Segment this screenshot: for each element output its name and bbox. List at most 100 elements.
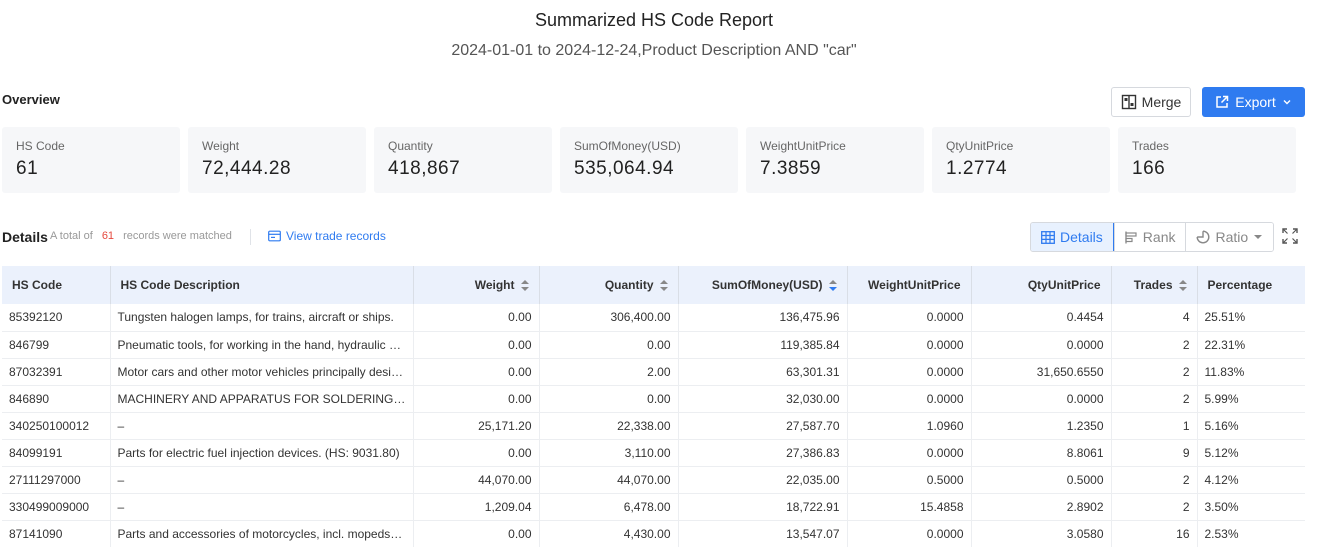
card-value: 1.2774	[946, 158, 1008, 179]
cell-hs-code: 87032391	[2, 358, 111, 386]
cell-weight-unit-price: 0.0000	[847, 520, 972, 547]
merge-icon	[1121, 94, 1136, 110]
ratio-view-label: Ratio	[1215, 229, 1249, 245]
card-weight: Weight 72,444.28	[188, 127, 366, 193]
cell-description: Parts for electric fuel injection device…	[110, 439, 414, 467]
cell-weight-unit-price: 0.0000	[847, 304, 972, 332]
col-header-qty-unit-price: QtyUnitPrice	[971, 266, 1112, 304]
cell-description: Parts and accessories of motorcycles, in…	[110, 520, 414, 547]
cell-weight: 0.00	[413, 358, 540, 386]
sort-icon[interactable]	[520, 279, 529, 292]
total-prefix: A total of	[50, 230, 93, 242]
cell-weight: 0.00	[413, 304, 540, 332]
cell-hs-code: 340250100012	[2, 412, 111, 440]
rank-view-button[interactable]: Rank	[1113, 223, 1186, 251]
cell-quantity: 306,400.00	[539, 304, 679, 332]
cell-trades: 2	[1111, 385, 1198, 413]
col-header-weight[interactable]: Weight	[413, 266, 540, 304]
table-row[interactable]: 330499009000–1,209.04 6,478.00 18,722.91 15…	[2, 493, 1305, 521]
cell-description: –	[110, 466, 414, 494]
card-label: HS Code	[16, 139, 65, 153]
cell-weight-unit-price: 15.4858	[847, 493, 972, 521]
table-row[interactable]: 85392120 Tungsten halogen lamps, for trai…	[2, 304, 1305, 332]
cell-weight-unit-price: 0.0000	[847, 331, 972, 359]
cell-hs-code: 85392120	[2, 304, 111, 332]
view-trade-records-link[interactable]: View trade records	[268, 229, 386, 243]
col-header-trades[interactable]: Trades	[1111, 266, 1198, 304]
sort-icon[interactable]	[1178, 279, 1187, 292]
rank-view-label: Rank	[1142, 229, 1176, 245]
card-value: 418,867	[388, 158, 461, 179]
sort-icon[interactable]	[659, 279, 668, 292]
cell-qty-unit-price: 0.0000	[971, 385, 1112, 413]
report-title: Summarized HS Code Report	[534, 10, 774, 30]
cell-trades: 9	[1111, 439, 1198, 467]
col-header-quantity[interactable]: Quantity	[539, 266, 679, 304]
cell-percentage: 25.51%	[1197, 304, 1305, 332]
merge-button[interactable]: Merge	[1111, 87, 1191, 117]
table-row[interactable]: 27111297000–44,070.00 44,070.00 22,035.00 0…	[2, 466, 1305, 494]
overview-cards: HS Code 61 Weight 72,444.28 Quantity 418…	[2, 127, 1296, 193]
col-header-percentage: Percentage	[1197, 266, 1305, 304]
fullscreen-icon[interactable]	[1282, 228, 1298, 244]
cell-weight-unit-price: 0.5000	[847, 466, 972, 494]
export-label: Export	[1235, 94, 1276, 110]
table-row[interactable]: 87032391 Motor cars and other motor vehic…	[2, 358, 1305, 386]
sort-desc-icon[interactable]	[828, 279, 837, 292]
export-icon	[1216, 95, 1229, 108]
card-label: WeightUnitPrice	[760, 139, 846, 153]
table-header-row: HS Code HS Code Description Weight Quant…	[2, 266, 1305, 304]
cell-quantity: 44,070.00	[539, 466, 679, 494]
table-row[interactable]: 846890 MACHINERY AND APPARATUS FOR SOLDER…	[2, 385, 1305, 413]
cell-qty-unit-price: 8.8061	[971, 439, 1112, 467]
table-row[interactable]: 340250100012–25,171.20 22,338.00 27,587.70…	[2, 412, 1305, 440]
cell-quantity: 22,338.00	[539, 412, 679, 440]
card-trades: Trades 166	[1118, 127, 1296, 193]
cell-description: Motor cars and other motor vehicles prin…	[110, 358, 414, 386]
table-row[interactable]: 87141090 Parts and accessories of motorcy…	[2, 520, 1305, 547]
card-label: Quantity	[388, 139, 433, 153]
card-label: Weight	[202, 139, 240, 153]
cell-qty-unit-price: 0.0000	[971, 331, 1112, 359]
col-header-label: Trades	[1133, 278, 1173, 292]
export-button[interactable]: Export	[1202, 87, 1305, 117]
cell-weight-unit-price: 0.0000	[847, 439, 972, 467]
ratio-view-button[interactable]: Ratio	[1185, 223, 1274, 251]
records-matched-text: A total of 61 records were matched	[50, 230, 232, 242]
card-value: 166	[1132, 158, 1166, 179]
cell-weight: 0.00	[413, 439, 540, 467]
cell-sum-of-money: 13,547.07	[678, 520, 848, 547]
card-weight-unit-price: WeightUnitPrice 7.3859	[746, 127, 924, 193]
cell-weight: 25,171.20	[413, 412, 540, 440]
cell-percentage: 2.53%	[1197, 520, 1305, 547]
cell-sum-of-money: 63,301.31	[678, 358, 848, 386]
table-row[interactable]: 84099191 Parts for electric fuel injectio…	[2, 439, 1305, 467]
cell-trades: 2	[1111, 358, 1198, 386]
cell-description: Pneumatic tools, for working in the hand…	[110, 331, 414, 359]
cell-qty-unit-price: 1.2350	[971, 412, 1112, 440]
card-qty-unit-price: QtyUnitPrice 1.2774	[932, 127, 1110, 193]
cell-qty-unit-price: 0.4454	[971, 304, 1112, 332]
view-link-label: View trade records	[286, 229, 386, 243]
cell-trades: 1	[1111, 412, 1198, 440]
cell-description: Tungsten halogen lamps, for trains, airc…	[110, 304, 414, 332]
rank-icon	[1125, 231, 1137, 243]
cell-hs-code: 846799	[2, 331, 111, 359]
card-value: 7.3859	[760, 158, 822, 179]
chevron-down-icon	[1283, 100, 1291, 105]
cell-quantity: 4,430.00	[539, 520, 679, 547]
details-view-button[interactable]: Details	[1031, 223, 1114, 251]
details-view-label: Details	[1060, 229, 1103, 245]
overview-heading: Overview	[2, 92, 60, 107]
cell-quantity: 0.00	[539, 331, 679, 359]
col-header-description: HS Code Description	[110, 266, 414, 304]
cell-sum-of-money: 136,475.96	[678, 304, 848, 332]
cell-qty-unit-price: 2.8902	[971, 493, 1112, 521]
cell-sum-of-money: 27,587.70	[678, 412, 848, 440]
records-icon	[268, 230, 281, 242]
card-quantity: Quantity 418,867	[374, 127, 552, 193]
cell-weight: 0.00	[413, 520, 540, 547]
col-header-sum-of-money[interactable]: SumOfMoney(USD)	[678, 266, 848, 304]
cell-trades: 2	[1111, 493, 1198, 521]
table-row[interactable]: 846799 Pneumatic tools, for working in th…	[2, 331, 1305, 359]
